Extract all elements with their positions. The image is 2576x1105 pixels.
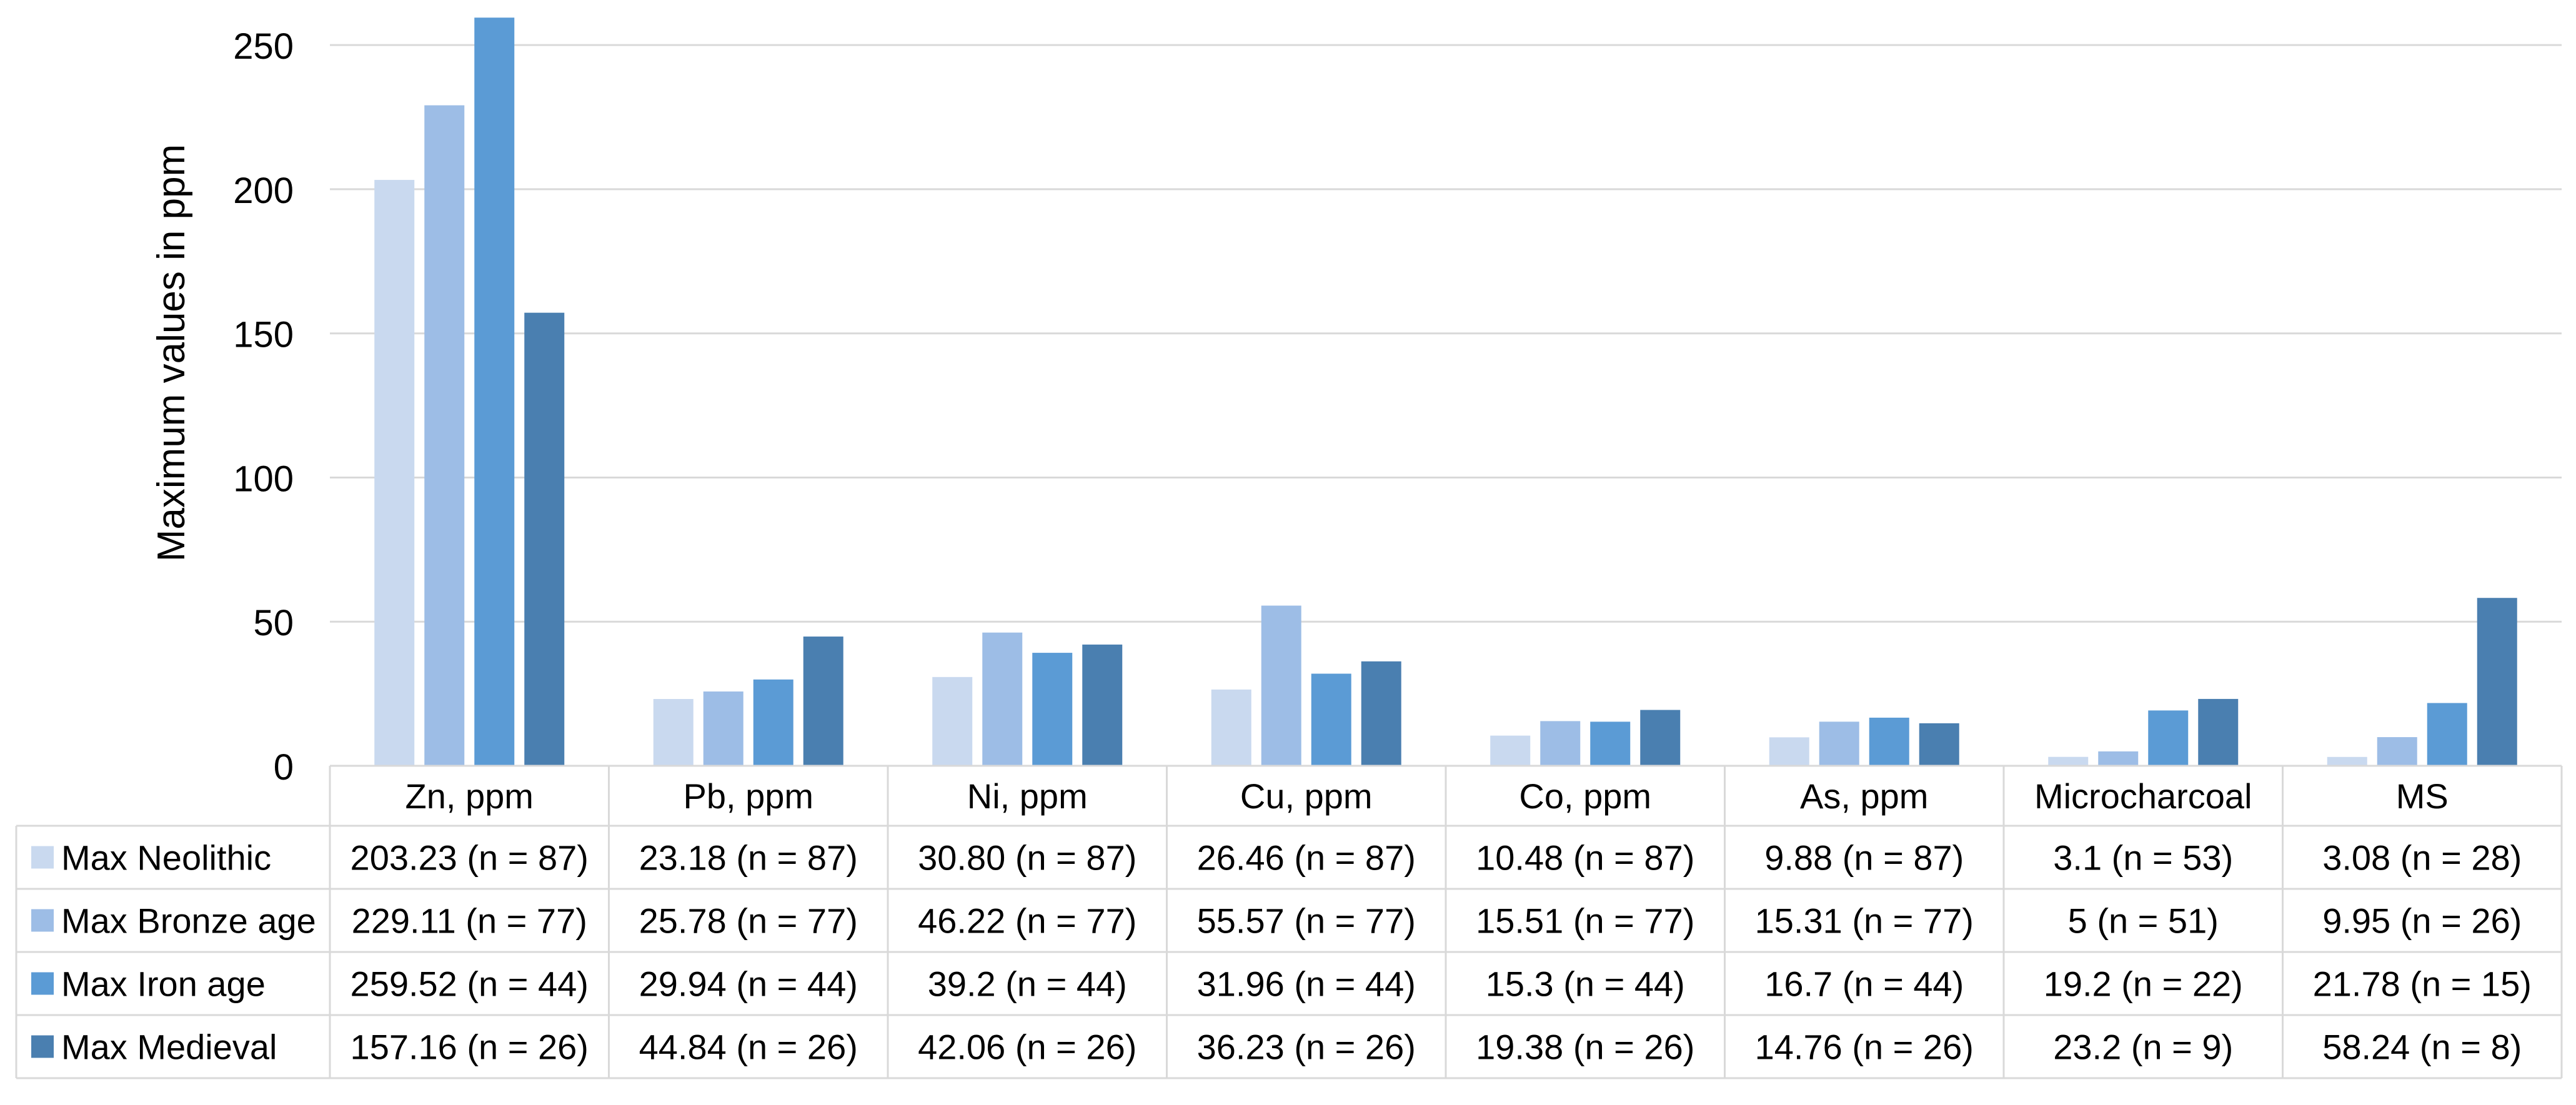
y-tick-label: 100 <box>233 458 294 499</box>
bar <box>424 105 465 766</box>
table-cell: 9.88 (n = 87) <box>1764 838 1964 878</box>
bar-layer <box>374 17 2517 766</box>
bar <box>2198 698 2239 766</box>
category-label: As, ppm <box>1800 776 1928 816</box>
y-tick-label: 200 <box>233 171 294 211</box>
bar <box>2477 598 2517 766</box>
table-cell: 15.31 (n = 77) <box>1755 901 1974 941</box>
legend-key <box>31 846 54 869</box>
table-cell: 23.2 (n = 9) <box>2053 1028 2233 1067</box>
bar <box>703 691 743 766</box>
legend-label: Max Medieval <box>61 1028 277 1067</box>
table-cell: 14.76 (n = 26) <box>1755 1028 1974 1067</box>
bar <box>653 699 694 766</box>
table-cell: 29.94 (n = 44) <box>639 964 858 1004</box>
table-cell: 9.95 (n = 26) <box>2322 901 2522 941</box>
bar <box>1082 644 1123 766</box>
grid-layer <box>330 44 2562 623</box>
table-cell: 46.22 (n = 77) <box>918 901 1136 941</box>
table-cell: 55.57 (n = 77) <box>1197 901 1416 941</box>
table-cell: 36.23 (n = 26) <box>1197 1028 1416 1067</box>
bar <box>2098 751 2139 766</box>
y-axis-label: Maximum values in ppm <box>150 144 193 562</box>
legend-key <box>31 1035 54 1058</box>
table-cell: 203.23 (n = 87) <box>351 838 589 878</box>
bar <box>1819 721 1859 766</box>
table-cell: 3.08 (n = 28) <box>2322 838 2522 878</box>
bar <box>1769 737 1809 766</box>
bar <box>2377 737 2417 766</box>
table-cell: 44.84 (n = 26) <box>639 1028 858 1067</box>
y-tick-label: 150 <box>233 315 294 355</box>
bar <box>1919 723 1959 766</box>
legend-key <box>31 909 54 932</box>
category-label: Ni, ppm <box>967 776 1088 816</box>
table-cell: 31.96 (n = 44) <box>1197 964 1416 1004</box>
bar <box>374 180 415 766</box>
table-cell: 19.38 (n = 26) <box>1476 1028 1694 1067</box>
bar <box>474 17 515 766</box>
bar <box>1032 653 1073 766</box>
bar <box>982 632 1023 766</box>
table-cell: 26.46 (n = 87) <box>1197 838 1416 878</box>
legend-label: Max Neolithic <box>61 838 271 878</box>
table-cell: 157.16 (n = 26) <box>351 1028 589 1067</box>
bar <box>1311 673 1351 766</box>
bar <box>753 679 793 766</box>
bar <box>803 637 843 766</box>
bar <box>1869 717 1909 766</box>
table-cell: 39.2 (n = 44) <box>928 964 1127 1004</box>
y-tick-label: 250 <box>233 26 294 67</box>
category-label: Pb, ppm <box>683 776 813 816</box>
bar <box>1261 605 1301 766</box>
legend-key <box>31 972 54 995</box>
bar <box>2048 756 2089 766</box>
category-label: Microcharcoal <box>2034 776 2252 816</box>
table-cell: 42.06 (n = 26) <box>918 1028 1136 1067</box>
table-cell: 58.24 (n = 8) <box>2322 1028 2522 1067</box>
category-label: Cu, ppm <box>1240 776 1373 816</box>
y-tick-label: 50 <box>253 603 294 643</box>
table-cell: 30.80 (n = 87) <box>918 838 1136 878</box>
axis-layer: 0 50 100 150 200 250 <box>233 26 294 788</box>
bar <box>1540 721 1581 766</box>
table-cell: 15.3 (n = 44) <box>1486 964 1685 1004</box>
data-table: Zn, ppm Pb, ppm Ni, ppm Cu, ppm Co, ppm As, p… <box>15 765 2563 1079</box>
table-cell: 5 (n = 51) <box>2068 901 2219 941</box>
legend-label: Max Iron age <box>61 964 266 1004</box>
table-cell: 3.1 (n = 53) <box>2053 838 2233 878</box>
bar <box>1490 735 1531 766</box>
table-cell: 15.51 (n = 77) <box>1476 901 1694 941</box>
table-cell: 229.11 (n = 77) <box>352 901 587 941</box>
bar <box>2327 756 2367 766</box>
table-cell: 25.78 (n = 77) <box>639 901 858 941</box>
table-cell: 259.52 (n = 44) <box>351 964 589 1004</box>
table-cell: 21.78 (n = 15) <box>2313 964 2532 1004</box>
bar <box>2427 703 2467 766</box>
bar <box>1590 721 1631 766</box>
table-cell: 16.7 (n = 44) <box>1764 964 1964 1004</box>
bar <box>1211 689 1251 766</box>
category-label: Zn, ppm <box>405 776 534 816</box>
bar <box>1361 661 1401 766</box>
category-label: MS <box>2396 776 2449 816</box>
legend-label: Max Bronze age <box>61 901 316 941</box>
bar <box>1640 710 1681 766</box>
bar <box>2148 710 2189 766</box>
y-tick-label: 0 <box>274 747 294 788</box>
table-cell: 10.48 (n = 87) <box>1476 838 1694 878</box>
bar <box>932 676 973 766</box>
category-label: Co, ppm <box>1519 776 1651 816</box>
table-cell: 23.18 (n = 87) <box>639 838 858 878</box>
bar <box>524 312 565 766</box>
table-cell: 19.2 (n = 22) <box>2044 964 2243 1004</box>
